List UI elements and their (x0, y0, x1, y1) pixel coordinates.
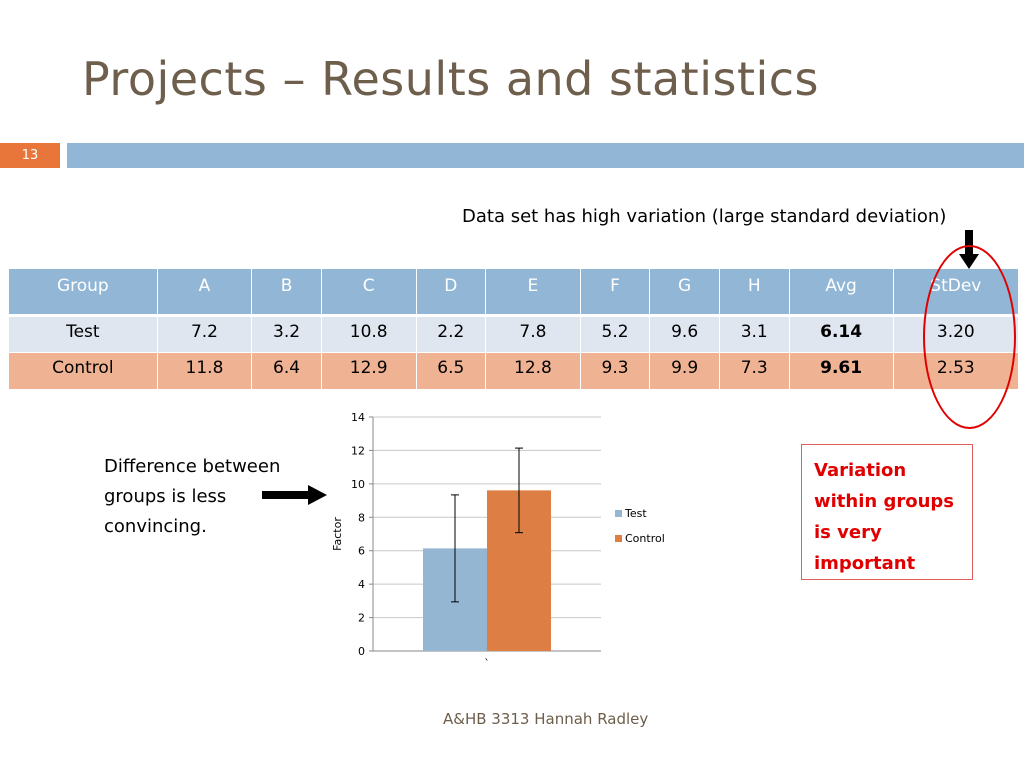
y-tick-label: 0 (358, 645, 365, 658)
table-header-row: Group A B C D E F G H Avg StDev (9, 269, 1020, 315)
difference-note: Difference between groups is less convin… (104, 456, 281, 537)
table-cell: 7.8 (485, 313, 581, 352)
table-cell: 3.2 (251, 313, 322, 352)
y-tick-label: 14 (351, 411, 365, 424)
table-cell: 6.5 (416, 351, 487, 389)
table-header-cell: G (649, 269, 720, 315)
table-cell: 7.3 (719, 351, 790, 389)
table-cell: 12.8 (485, 351, 581, 389)
results-table: Group A B C D E F G H Avg StDev Test 7.2 3.2 10.8 2.2 7… (9, 269, 1020, 389)
table-cell: 6.14 (789, 313, 894, 352)
legend-label: Test (624, 507, 647, 520)
y-tick-label: 8 (358, 511, 365, 524)
table-cell: Control (9, 351, 158, 389)
stdev-highlight-ellipse (923, 245, 1016, 429)
variation-note-box: Variation within groups is very importan… (801, 444, 973, 580)
table-row: Test 7.2 3.2 10.8 2.2 7.8 5.2 9.6 3.1 6.14 3.20 (9, 313, 1020, 352)
table-header-cell: B (251, 269, 322, 315)
bar-chart: 0 2 4 6 8 10 12 14 Factor ` Test Control (331, 411, 665, 670)
legend-swatch (615, 510, 622, 517)
table-header-cell: A (157, 269, 253, 315)
table-cell: Test (9, 313, 158, 352)
slide-number: 13 (0, 143, 60, 168)
table-header-cell: Avg (789, 269, 894, 315)
table-cell: 9.9 (649, 351, 720, 389)
table-cell: 9.3 (580, 351, 651, 389)
title-divider-bar (67, 143, 1024, 168)
table-header-cell: Group (9, 269, 158, 315)
right-arrow-icon (262, 485, 327, 505)
table-cell: 5.2 (580, 313, 651, 352)
legend-label: Control (625, 532, 665, 545)
y-tick-label: 6 (358, 545, 365, 558)
slide-title: Projects – Results and statistics (82, 52, 820, 106)
table-header-cell: E (485, 269, 581, 315)
table-cell: 9.6 (649, 313, 720, 352)
table-cell: 7.2 (157, 313, 253, 352)
table-header-cell: C (321, 269, 417, 315)
table-cell: 9.61 (789, 351, 894, 389)
footer-text: A&HB 3313 Hannah Radley (443, 710, 649, 728)
table-header-cell: D (416, 269, 487, 315)
table-cell: 2.2 (416, 313, 487, 352)
legend-swatch (615, 535, 622, 542)
table-row: Control 11.8 6.4 12.9 6.5 12.8 9.3 9.9 7.3 9.61 2.… (9, 351, 1020, 389)
y-tick-label: 12 (351, 444, 365, 457)
y-tick-label: 10 (351, 478, 365, 491)
y-axis-label: Factor (331, 517, 344, 551)
table-cell: 3.1 (719, 313, 790, 352)
table-cell: 10.8 (321, 313, 417, 352)
variation-note-top: Data set has high variation (large stand… (462, 206, 947, 227)
y-tick-label: 2 (358, 612, 365, 625)
table-header-cell: H (719, 269, 790, 315)
x-category-label: ` (484, 657, 490, 670)
table-cell: 12.9 (321, 351, 417, 389)
table-header-cell: F (580, 269, 651, 315)
table-cell: 6.4 (251, 351, 322, 389)
table-cell: 11.8 (157, 351, 253, 389)
y-tick-label: 4 (358, 578, 365, 591)
